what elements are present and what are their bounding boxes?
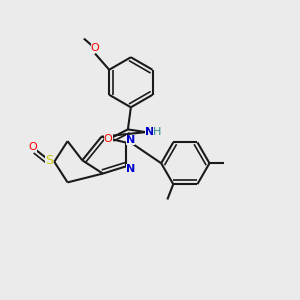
Text: N: N xyxy=(146,127,154,137)
Text: O: O xyxy=(28,142,37,152)
Text: S: S xyxy=(45,154,53,167)
Text: O: O xyxy=(104,134,112,144)
Text: O: O xyxy=(91,43,99,53)
Text: N: N xyxy=(126,164,136,174)
Text: H: H xyxy=(153,127,161,137)
Text: N: N xyxy=(126,135,136,145)
